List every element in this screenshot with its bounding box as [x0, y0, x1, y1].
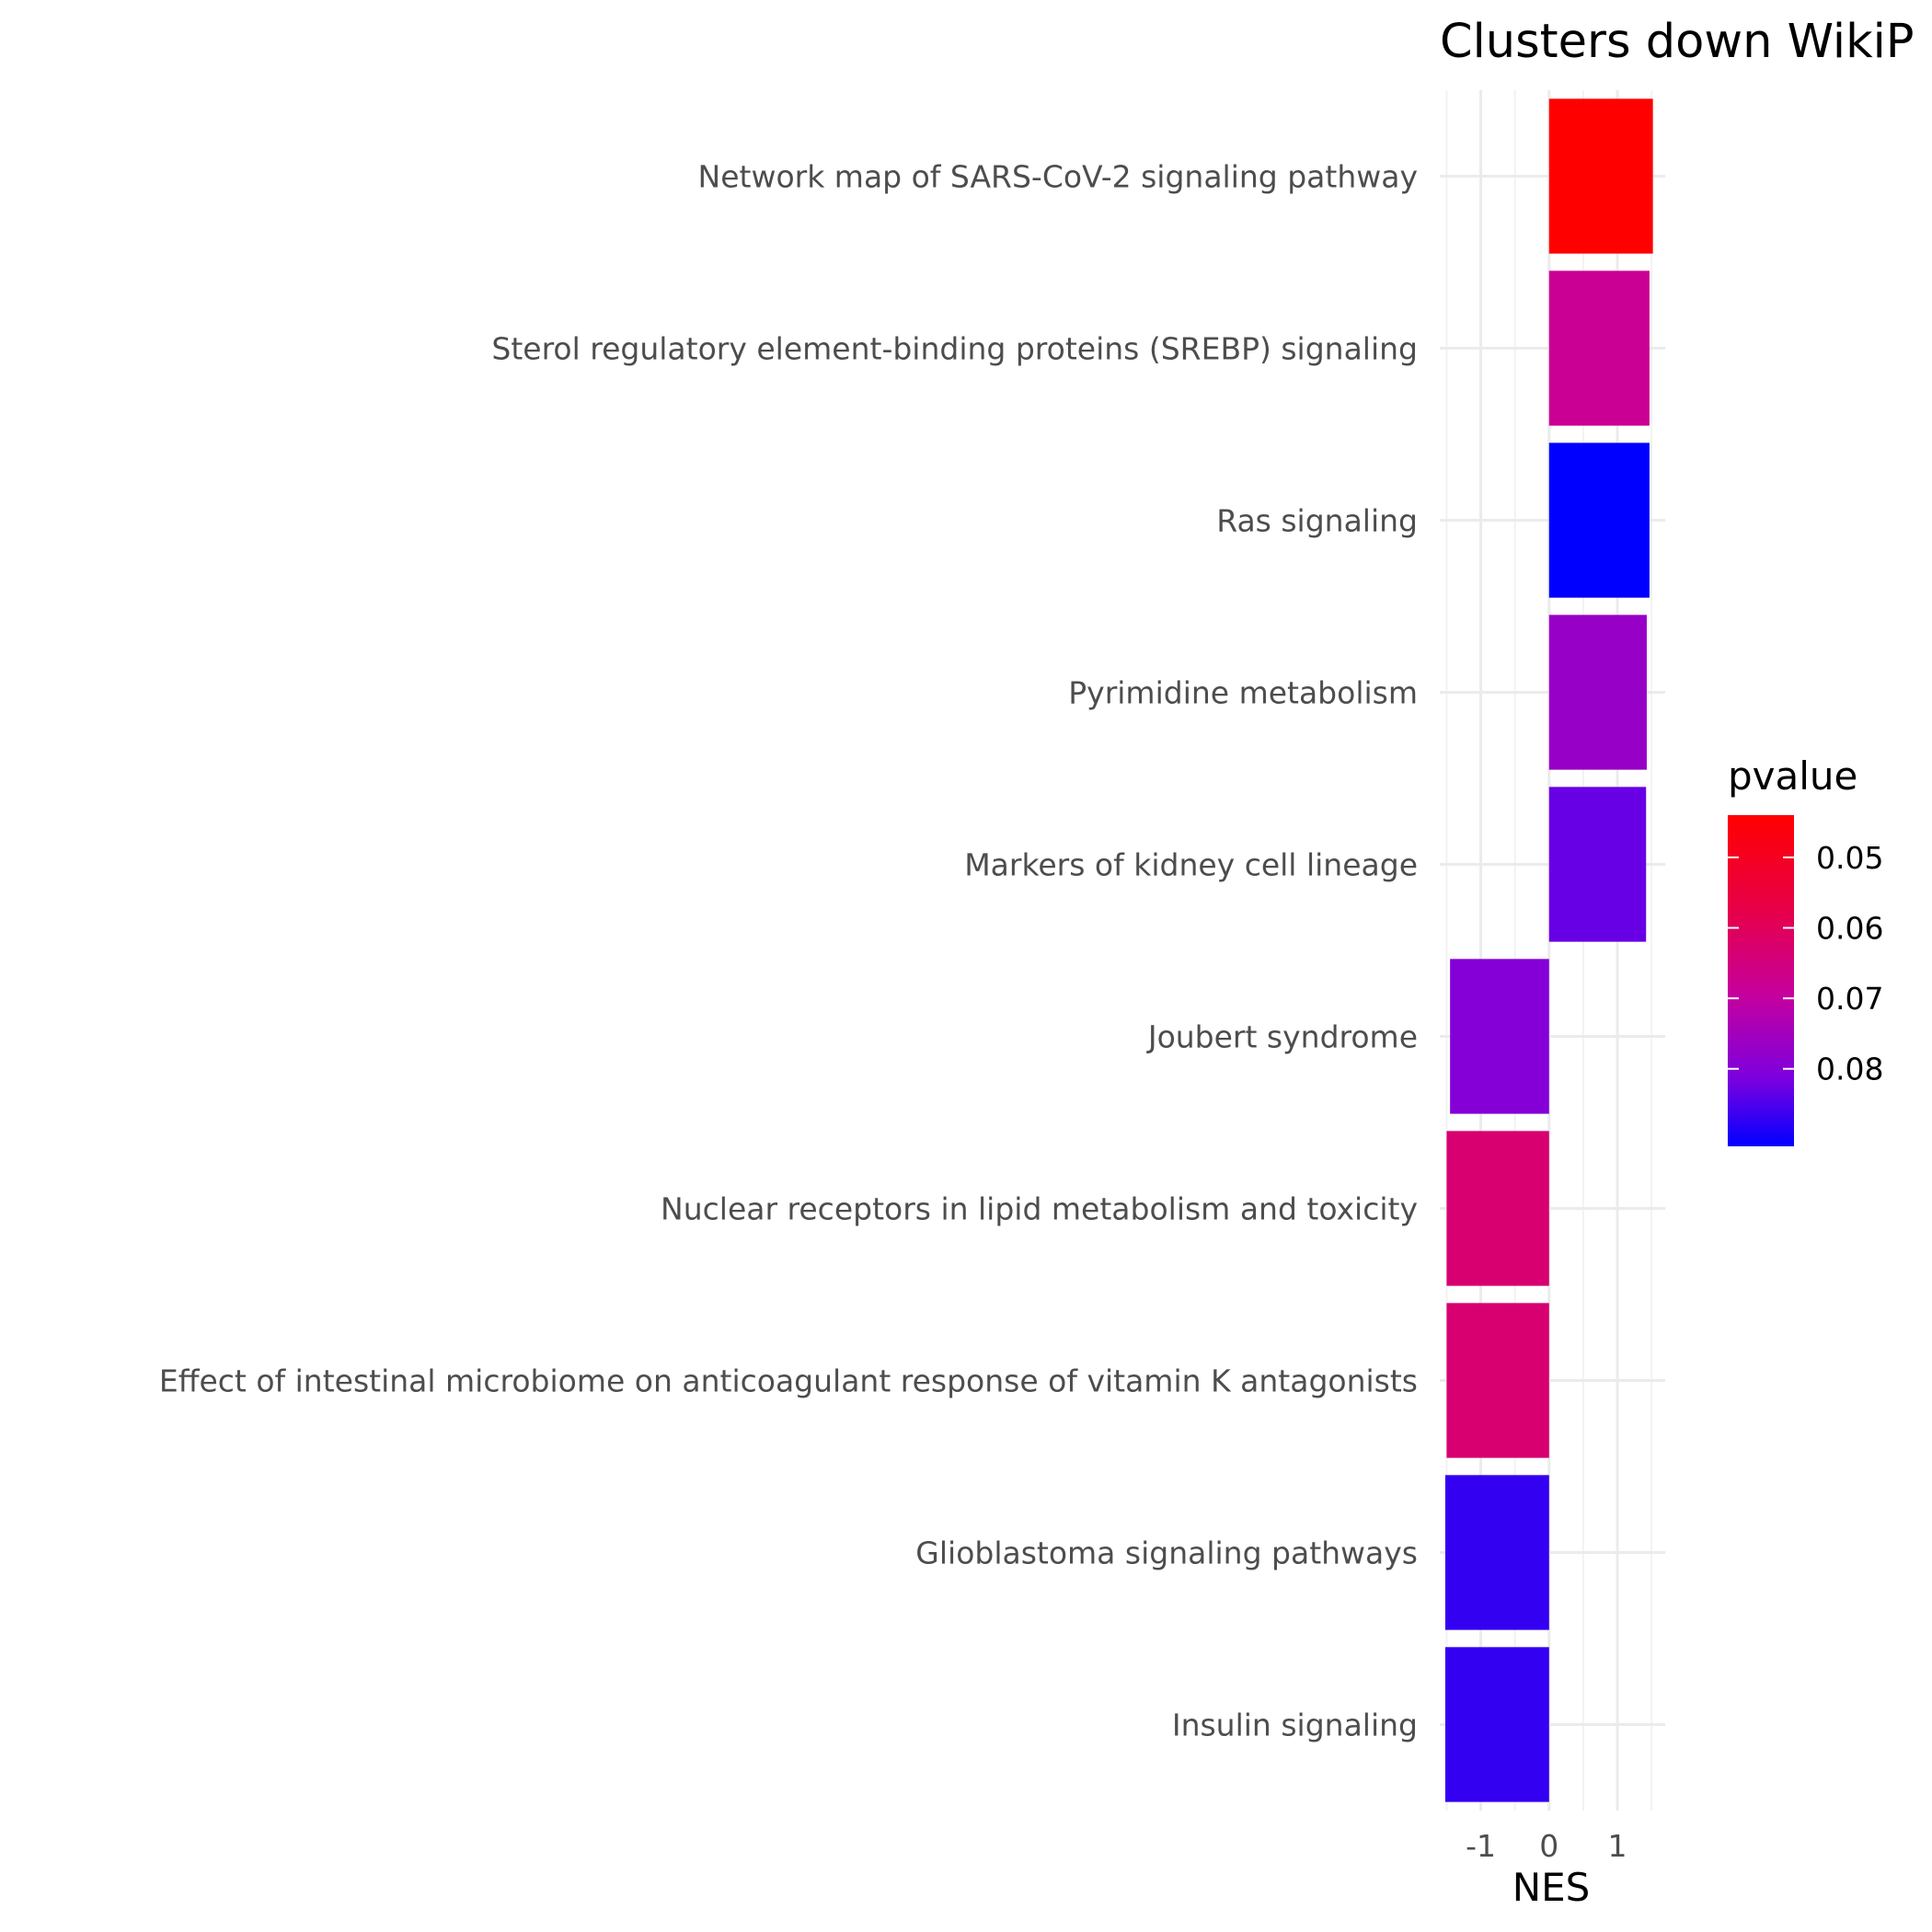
- x-tick-labels: -1 0 1: [1466, 1828, 1627, 1864]
- legend-tick-label: 0.07: [1816, 981, 1883, 1017]
- category-label: Markers of kidney cell lineage: [964, 847, 1418, 883]
- category-label: Network map of SARS-CoV-2 signaling path…: [698, 159, 1418, 195]
- category-label: Pyrimidine metabolism: [1068, 675, 1418, 711]
- legend-tick-label: 0.06: [1816, 911, 1883, 947]
- bar: [1548, 270, 1650, 426]
- bars: [1444, 98, 1653, 1802]
- category-label: Effect of intestinal microbiome on antic…: [159, 1363, 1418, 1399]
- x-axis-title: NES: [1512, 1865, 1591, 1910]
- bar: [1548, 443, 1650, 598]
- color-legend: pvalue 0.05 0.06 0.07 0.08: [1728, 753, 1883, 1146]
- legend-title: pvalue: [1728, 753, 1857, 799]
- bar: [1444, 1647, 1549, 1802]
- legend-ticks: 0.05 0.06 0.07 0.08: [1728, 840, 1883, 1087]
- bar: [1446, 1303, 1549, 1458]
- x-tick-label: -1: [1466, 1828, 1496, 1864]
- category-label: Glioblastoma signaling pathways: [915, 1535, 1418, 1571]
- x-tick-label: 1: [1608, 1828, 1627, 1864]
- bar: [1548, 98, 1653, 254]
- bar: [1450, 959, 1549, 1114]
- legend-tick-label: 0.08: [1816, 1052, 1883, 1087]
- category-label: Sterol regulatory element-binding protei…: [491, 331, 1418, 367]
- category-label: Nuclear receptors in lipid metabolism an…: [661, 1191, 1418, 1227]
- bar: [1444, 1475, 1549, 1630]
- bar: [1446, 1131, 1549, 1286]
- x-tick-label: 0: [1539, 1828, 1558, 1864]
- category-labels: Network map of SARS-CoV-2 signaling path…: [159, 159, 1418, 1743]
- legend-tick-label: 0.05: [1816, 840, 1883, 876]
- category-label: Insulin signaling: [1172, 1708, 1418, 1743]
- category-label: Ras signaling: [1216, 503, 1418, 539]
- bar: [1548, 787, 1647, 942]
- chart-title: Clusters down WikiP: [1440, 15, 1915, 69]
- legend-colorbar: [1728, 815, 1794, 1146]
- bar: [1548, 615, 1647, 770]
- category-label: Joubert syndrome: [1146, 1019, 1418, 1055]
